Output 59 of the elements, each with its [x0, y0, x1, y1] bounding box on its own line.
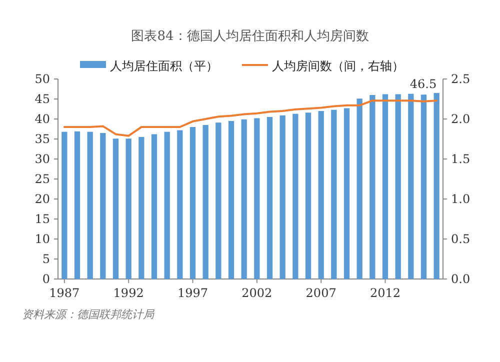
y-tick-label: 45	[34, 92, 50, 106]
bar	[74, 131, 80, 279]
data-label: 46.5	[410, 77, 437, 91]
bar	[318, 111, 324, 279]
bar	[190, 127, 196, 279]
bar	[126, 138, 132, 279]
bar	[177, 130, 183, 279]
bar	[266, 117, 273, 279]
y2-tick-label: 2.5	[451, 72, 470, 86]
y-tick-label: 40	[34, 112, 50, 126]
bar	[151, 134, 158, 279]
bar	[138, 137, 144, 279]
bar	[331, 110, 337, 279]
bar	[395, 94, 401, 279]
bar	[292, 114, 298, 279]
legend-label: 人均居住面积（平）	[110, 59, 218, 73]
bar	[100, 133, 106, 279]
bar	[216, 122, 222, 279]
y-tick-label: 50	[34, 72, 50, 86]
y-tick-label: 35	[34, 132, 50, 146]
y2-tick-label: 0.5	[451, 232, 470, 246]
y-tick-label: 10	[34, 232, 50, 246]
bar	[356, 98, 362, 279]
bar	[62, 132, 68, 279]
y-tick-label: 25	[34, 172, 50, 186]
bar	[87, 132, 93, 279]
bar	[241, 119, 247, 279]
x-tick-label: 1987	[49, 286, 80, 300]
bar	[420, 94, 427, 279]
line-series	[63, 100, 438, 137]
bar	[228, 121, 234, 279]
text: 资料来源：德国联邦统计局	[22, 308, 155, 321]
bar	[254, 118, 260, 279]
x-tick-label: 1992	[113, 286, 144, 300]
bar	[280, 115, 286, 279]
y-tick-label: 15	[34, 212, 50, 226]
x-tick-label: 2012	[370, 286, 401, 300]
legend-label: 人均房间数（间，右轴）	[272, 59, 404, 73]
y-tick-label: 0	[42, 272, 50, 286]
y2-tick-label: 0.0	[451, 272, 470, 286]
bar	[202, 125, 208, 279]
y-tick-label: 5	[42, 252, 50, 266]
bar	[370, 95, 376, 279]
bar	[408, 94, 414, 279]
y2-tick-label: 1.5	[451, 152, 470, 166]
bar	[344, 108, 350, 279]
chart-title: 图表84：德国人均居住面积和人均房间数	[131, 28, 369, 44]
y2-tick-label: 2.0	[451, 112, 470, 126]
x-tick-label: 2002	[242, 286, 272, 300]
y2-tick-label: 1.0	[451, 192, 470, 206]
x-tick-label: 1997	[177, 286, 208, 300]
bar	[434, 93, 440, 279]
bar	[305, 112, 312, 279]
bar	[112, 138, 119, 279]
bar	[164, 132, 170, 279]
bar	[382, 94, 388, 279]
y-tick-label: 20	[34, 192, 50, 206]
y-tick-label: 30	[34, 152, 50, 166]
x-tick-label: 2007	[306, 286, 336, 300]
